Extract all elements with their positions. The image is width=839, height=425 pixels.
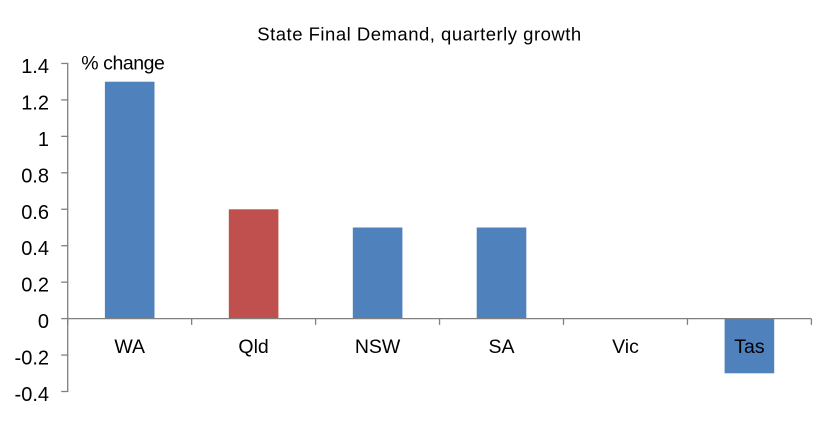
svg-text:1: 1 [38, 129, 49, 151]
svg-text:SA: SA [488, 336, 514, 358]
svg-text:NSW: NSW [355, 336, 401, 358]
svg-text:0: 0 [38, 311, 49, 333]
svg-text:0.8: 0.8 [21, 165, 49, 187]
svg-text:-0.2: -0.2 [15, 348, 49, 370]
svg-text:0.2: 0.2 [21, 275, 49, 297]
svg-text:0.6: 0.6 [21, 202, 49, 224]
svg-text:-0.4: -0.4 [15, 384, 49, 406]
svg-text:State Final Demand, quarterly: State Final Demand, quarterly growth [257, 24, 581, 45]
svg-text:0.4: 0.4 [21, 238, 49, 260]
svg-text:1.2: 1.2 [21, 92, 49, 114]
svg-text:Qld: Qld [238, 336, 268, 358]
svg-text:Vic: Vic [612, 336, 639, 358]
svg-text:% change: % change [81, 53, 164, 75]
svg-text:Tas: Tas [734, 336, 765, 358]
svg-text:WA: WA [114, 336, 145, 358]
svg-text:1.4: 1.4 [21, 56, 49, 78]
